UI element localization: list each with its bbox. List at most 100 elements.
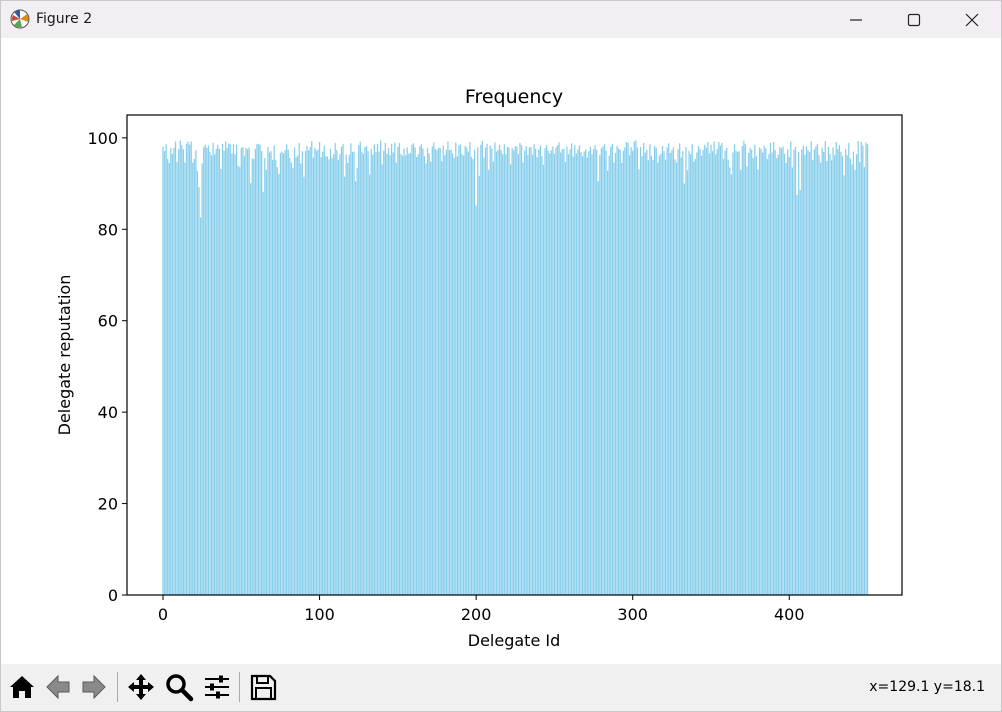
toolbar-separator [117, 672, 118, 702]
bar [267, 147, 269, 595]
bar [376, 143, 379, 596]
bar [796, 195, 798, 595]
bar [167, 158, 169, 595]
bar [688, 150, 690, 595]
bar [544, 148, 546, 595]
bar [760, 148, 762, 595]
bar [815, 146, 817, 595]
bar [409, 152, 412, 595]
bar [259, 144, 261, 595]
bar [293, 147, 296, 595]
bar [683, 183, 685, 595]
bar [625, 141, 628, 595]
pan-button[interactable] [124, 670, 158, 704]
bar [794, 147, 797, 595]
bar [528, 147, 530, 595]
bar [722, 158, 725, 595]
bar [643, 142, 645, 595]
figure-canvas[interactable]: Frequency 0 100 200 300 400 0 20 40 60 80 100 Del… [1, 38, 1001, 664]
bar [417, 154, 419, 595]
bar [497, 149, 499, 595]
bar [196, 171, 199, 596]
bar [473, 149, 476, 595]
bar [494, 142, 496, 595]
maximize-button[interactable] [885, 1, 943, 38]
bar [644, 152, 646, 595]
bar [387, 147, 390, 595]
bar [607, 170, 609, 595]
bar [812, 159, 814, 596]
bar [445, 149, 448, 595]
bar [627, 142, 629, 595]
bar [530, 147, 532, 595]
bar-series [162, 140, 869, 596]
home-icon [10, 676, 34, 698]
bar [459, 144, 462, 595]
bar [423, 156, 426, 595]
bar [181, 145, 183, 596]
bar [439, 147, 441, 595]
save-button[interactable] [246, 670, 280, 704]
bar [307, 150, 310, 595]
bar [613, 162, 615, 595]
bar [705, 147, 707, 595]
bar [207, 145, 210, 595]
bar [229, 144, 231, 595]
bar [242, 147, 244, 595]
bar [228, 143, 230, 595]
bar [735, 150, 737, 595]
x-tick-label: 400 [774, 605, 805, 624]
bar [690, 154, 692, 595]
configure-subplots-button[interactable] [200, 670, 234, 704]
bar [522, 162, 524, 595]
chart-title: Frequency [465, 86, 563, 108]
bar [345, 154, 347, 595]
bar [555, 147, 557, 595]
bar [715, 154, 717, 595]
y-tick-label: 60 [98, 312, 118, 331]
zoom-button[interactable] [162, 670, 196, 704]
bar [416, 157, 418, 595]
back-button[interactable] [41, 670, 75, 704]
close-button[interactable] [943, 1, 1001, 38]
bar [859, 162, 861, 595]
x-axis-label: Delegate Id [468, 631, 561, 650]
title-bar[interactable]: Figure 2 [1, 1, 1001, 38]
bar [610, 146, 612, 595]
minimize-button[interactable] [827, 1, 885, 38]
bar [663, 151, 665, 596]
bar [727, 159, 729, 596]
bar [654, 146, 656, 595]
bar [519, 142, 521, 595]
bar [337, 159, 339, 596]
bar [434, 149, 437, 595]
bar [580, 152, 582, 595]
bar [682, 151, 684, 596]
bar [295, 157, 297, 595]
bar [206, 147, 208, 595]
bar [628, 155, 631, 595]
minimize-icon [850, 18, 862, 21]
bar [221, 143, 224, 596]
bar [390, 143, 393, 596]
forward-button[interactable] [77, 670, 111, 704]
bar [234, 154, 236, 595]
bar [520, 145, 523, 596]
bar [599, 155, 601, 595]
bar [425, 163, 427, 595]
bar [419, 146, 421, 595]
home-button[interactable] [5, 670, 39, 704]
bar [588, 151, 590, 596]
bar [672, 147, 675, 595]
bar [531, 154, 534, 595]
bar [461, 153, 463, 596]
bar [787, 149, 789, 595]
bar [246, 149, 249, 595]
bar [187, 141, 189, 595]
bar [369, 174, 371, 595]
bar [542, 164, 545, 595]
arrow-right-icon [82, 674, 106, 700]
bar [282, 153, 285, 595]
bar [726, 147, 728, 595]
bar [776, 157, 778, 595]
